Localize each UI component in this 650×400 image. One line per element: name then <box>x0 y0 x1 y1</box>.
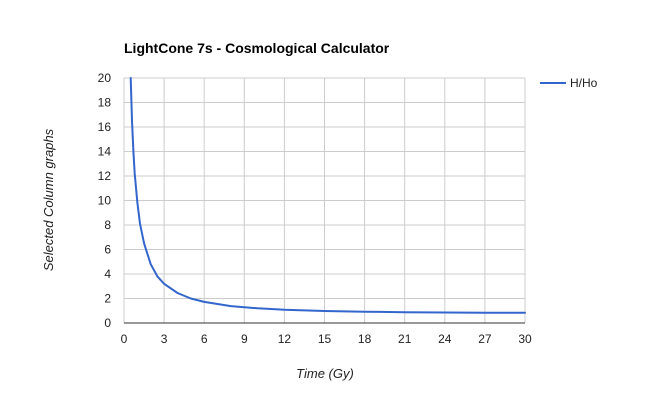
x-tick-label: 21 <box>398 332 412 346</box>
x-tick-labels: 0 3 6 9 12 15 18 21 24 27 30 <box>121 332 532 346</box>
y-tick-label: 10 <box>98 194 112 208</box>
x-tick-label: 12 <box>278 332 292 346</box>
series-layer <box>129 77 526 314</box>
x-tick-label: 6 <box>201 332 208 346</box>
x-tick-label: 0 <box>121 332 128 346</box>
chart-title: LightCone 7s - Cosmological Calculator <box>124 40 390 56</box>
x-tick-label: 30 <box>518 332 532 346</box>
x-tick-label: 24 <box>438 332 452 346</box>
series-line-h-ho <box>129 77 526 314</box>
y-tick-label: 2 <box>104 292 111 306</box>
y-tick-label: 16 <box>98 120 112 134</box>
x-tick-label: 18 <box>358 332 372 346</box>
x-tick-label: 9 <box>241 332 248 346</box>
legend: H/Ho <box>540 76 598 90</box>
y-tick-label: 18 <box>98 96 112 110</box>
x-tick-label: 3 <box>161 332 168 346</box>
grid-layer <box>123 77 526 324</box>
x-axis-title: Time (Gy) <box>296 366 354 381</box>
y-tick-label: 4 <box>104 267 111 281</box>
y-tick-label: 0 <box>104 316 111 330</box>
x-tick-label: 27 <box>478 332 492 346</box>
y-tick-label: 20 <box>98 71 112 85</box>
y-tick-label: 8 <box>104 218 111 232</box>
x-tick-label: 15 <box>318 332 332 346</box>
y-axis-title: Selected Column graphs <box>41 128 56 271</box>
legend-label-h-ho: H/Ho <box>570 76 598 90</box>
y-tick-label: 14 <box>98 145 112 159</box>
y-tick-label: 12 <box>98 169 112 183</box>
y-tick-labels: 0 2 4 6 8 10 12 14 16 18 20 <box>98 71 112 330</box>
y-tick-label: 6 <box>104 243 111 257</box>
